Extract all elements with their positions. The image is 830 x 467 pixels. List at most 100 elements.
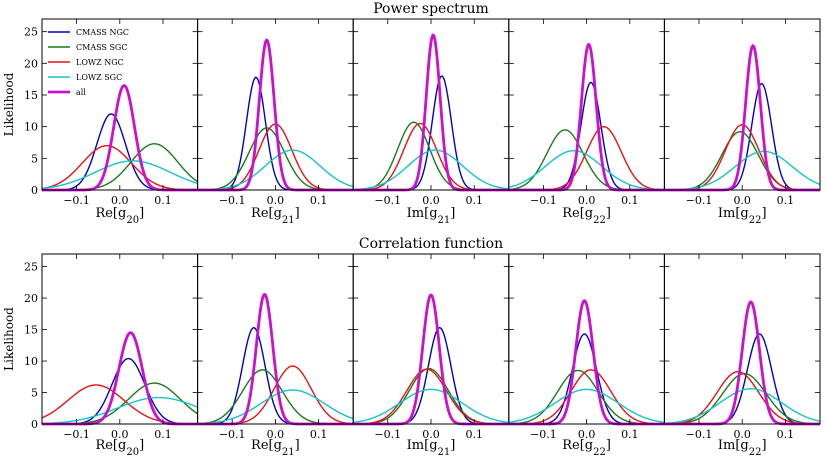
curve-cmass-sgc bbox=[353, 367, 509, 425]
row-title: Power spectrum bbox=[373, 1, 489, 17]
y-tick-label: 15 bbox=[24, 89, 38, 102]
curve-lowz-sgc bbox=[664, 388, 821, 425]
x-tick-label: 0.0 bbox=[267, 194, 285, 207]
y-tick-label: 25 bbox=[24, 261, 38, 274]
legend-label: CMASS NGC bbox=[76, 28, 129, 37]
curve-lowz-sgc bbox=[508, 388, 665, 424]
x-tick-label: 0.1 bbox=[310, 194, 328, 207]
curve-lowz-sgc bbox=[41, 160, 198, 190]
x-tick-label: −0.1 bbox=[686, 194, 713, 207]
curve-lowz-sgc bbox=[664, 150, 821, 191]
curve-lowz-ngc bbox=[664, 371, 820, 425]
curve-cmass-sgc bbox=[664, 372, 821, 425]
x-tick-label: 0.0 bbox=[578, 194, 596, 207]
x-tick-label: 0.0 bbox=[422, 428, 440, 441]
panel-img21: −0.1 0.0 0.1 Im[g21] bbox=[352, 18, 510, 226]
panel-frame bbox=[508, 18, 665, 191]
curve-lowz-sgc bbox=[197, 389, 354, 425]
curve-all bbox=[352, 293, 510, 426]
x-tick-label: 0.1 bbox=[465, 428, 483, 441]
curve-lowz-sgc bbox=[41, 396, 198, 425]
x-axis-label: Im[g21] bbox=[407, 206, 456, 226]
curve-lowz-sgc bbox=[508, 150, 665, 191]
x-tick-label: 0.0 bbox=[267, 428, 285, 441]
x-tick-label: 0.0 bbox=[111, 194, 129, 207]
y-tick-label: 5 bbox=[31, 387, 38, 400]
curve-cmass-ngc bbox=[508, 81, 665, 191]
x-axis-label: Re[g20] bbox=[95, 438, 144, 458]
y-tick-label: 5 bbox=[31, 152, 38, 165]
curve-all bbox=[663, 44, 821, 192]
x-tick-label: 0.0 bbox=[111, 428, 129, 441]
curve-all bbox=[41, 331, 199, 426]
x-tick-label: −0.1 bbox=[219, 428, 246, 441]
curve-all bbox=[197, 292, 354, 426]
y-tick-label: 10 bbox=[24, 121, 38, 134]
y-tick-label: 20 bbox=[24, 292, 38, 305]
x-tick-label: 0.1 bbox=[777, 428, 795, 441]
x-tick-label: 0.1 bbox=[621, 428, 639, 441]
y-tick-label: 10 bbox=[24, 355, 38, 368]
panel-reg22: −0.1 0.0 0.1 Re[g22] bbox=[508, 253, 665, 458]
row-title: Correlation function bbox=[359, 236, 503, 252]
curve-lowz-ngc bbox=[508, 125, 665, 191]
x-axis-label: Re[g20] bbox=[95, 206, 144, 226]
curve-lowz-sgc bbox=[353, 388, 509, 424]
panel-reg20: −0.1 0.0 0.1 0 5 10 15 20 25 Re[g20] bbox=[24, 253, 199, 458]
x-tick-label: 0.0 bbox=[578, 428, 596, 441]
curve-cmass-ngc bbox=[197, 76, 354, 191]
x-tick-label: −0.1 bbox=[530, 428, 557, 441]
legend-label: all bbox=[76, 88, 86, 97]
curve-cmass-sgc bbox=[42, 382, 198, 425]
y-tick-label: 20 bbox=[24, 57, 38, 70]
panel-img22: −0.1 0.0 0.1 Im[g22] bbox=[663, 253, 821, 458]
x-axis-label: Re[g21] bbox=[251, 438, 300, 458]
panel-frame bbox=[352, 253, 510, 425]
panel-reg22: −0.1 0.0 0.1 Re[g22] bbox=[508, 18, 665, 226]
curve-all bbox=[508, 299, 665, 426]
legend-label: CMASS SGC bbox=[76, 43, 127, 52]
panel-reg21: −0.1 0.0 0.1 Re[g21] bbox=[197, 253, 354, 458]
curve-cmass-ngc bbox=[353, 75, 509, 191]
panel-frame bbox=[663, 18, 821, 191]
curve-all bbox=[508, 43, 665, 192]
x-axis-label: Im[g22] bbox=[718, 206, 767, 226]
curve-lowz-ngc bbox=[41, 384, 198, 425]
legend-label: LOWZ SGC bbox=[76, 73, 122, 82]
x-tick-label: −0.1 bbox=[530, 194, 557, 207]
legend: CMASS NGC CMASS SGC LOWZ NGC LOWZ SGC all bbox=[48, 28, 129, 97]
row-power-spectrum: Power spectrum Likelihood −0.1 0.0 0.1 0 5 10 15… bbox=[2, 1, 821, 226]
y-tick-label: 15 bbox=[24, 324, 38, 337]
x-axis-label: Re[g21] bbox=[251, 206, 300, 226]
x-tick-label: 0.1 bbox=[621, 194, 639, 207]
x-tick-label: 0.1 bbox=[777, 194, 795, 207]
panel-reg21: −0.1 0.0 0.1 Re[g21] bbox=[197, 18, 354, 226]
panel-frame bbox=[41, 253, 199, 425]
x-tick-label: −0.1 bbox=[63, 428, 90, 441]
x-tick-label: 0.1 bbox=[154, 428, 172, 441]
x-tick-label: 0.0 bbox=[733, 428, 751, 441]
curve-cmass-sgc bbox=[508, 129, 665, 191]
row-correlation-function: Correlation function Likelihood −0.1 0.0 0.1… bbox=[2, 236, 821, 458]
x-axis-label: Re[g22] bbox=[562, 438, 611, 458]
panel-img21: −0.1 0.0 0.1 Im[g21] bbox=[352, 253, 510, 458]
y-tick-label: 0 bbox=[31, 184, 38, 197]
x-tick-label: 0.1 bbox=[310, 428, 328, 441]
panel-reg20: −0.1 0.0 0.1 0 5 10 15 20 25 Re[g20] bbox=[24, 18, 199, 226]
curve-cmass-ngc bbox=[353, 326, 509, 425]
curve-cmass-ngc bbox=[508, 333, 665, 425]
curve-lowz-sgc bbox=[197, 149, 354, 191]
panel-frame bbox=[508, 253, 665, 425]
x-tick-label: −0.1 bbox=[374, 194, 401, 207]
panel-img22: −0.1 0.0 0.1 Im[g22] bbox=[663, 18, 821, 226]
curve-all bbox=[197, 38, 354, 192]
panel-frame bbox=[197, 253, 354, 425]
curve-lowz-sgc bbox=[353, 149, 509, 191]
x-tick-label: 0.1 bbox=[465, 194, 483, 207]
x-tick-label: −0.1 bbox=[219, 194, 246, 207]
curve-all bbox=[352, 33, 510, 192]
x-axis-label: Im[g22] bbox=[718, 438, 767, 458]
x-axis-label: Re[g22] bbox=[562, 206, 611, 226]
y-axis-label: Likelihood bbox=[2, 307, 16, 371]
